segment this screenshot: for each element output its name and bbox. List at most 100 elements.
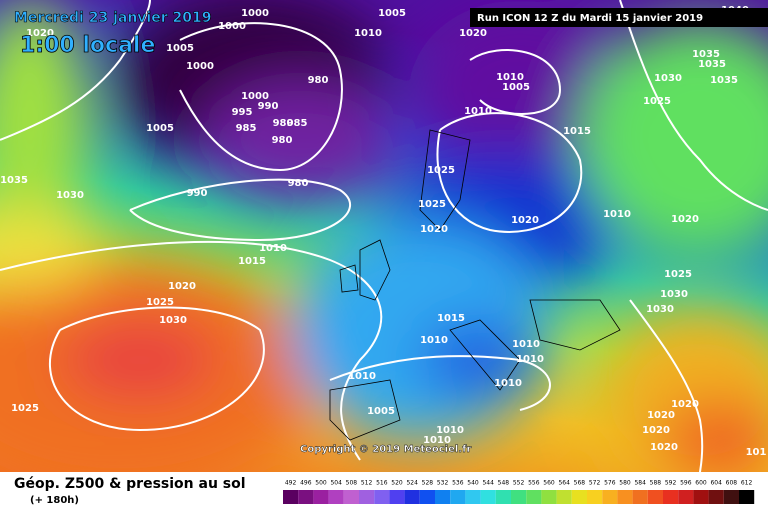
isobar-label: 1010 <box>464 106 492 117</box>
isobar-label: 1035 <box>710 75 738 86</box>
colorbar-swatch <box>404 490 420 504</box>
colorbar-label: 536 <box>452 480 464 487</box>
coastlines <box>329 129 621 441</box>
isobar-label: 1030 <box>56 190 84 201</box>
isobar-label: 1030 <box>159 315 187 326</box>
isobar-label: 1030 <box>660 289 688 300</box>
colorbar-swatch <box>739 490 755 504</box>
colorbar-label: 608 <box>726 480 738 487</box>
colorbar-label: 572 <box>589 480 601 487</box>
colorbar-label: 612 <box>741 480 753 487</box>
colorbar-label: 588 <box>650 480 662 487</box>
isobar-label: 1015 <box>437 313 465 324</box>
colorbar-label: 556 <box>528 480 540 487</box>
colorbar-label: 508 <box>346 480 358 487</box>
isobar-label: 1020 <box>642 425 670 436</box>
colorbar-label: 604 <box>710 480 722 487</box>
colorbar-swatch <box>480 490 496 504</box>
colorbar-label: 520 <box>391 480 403 487</box>
isobars <box>0 0 768 472</box>
colorbar-label: 492 <box>285 480 297 487</box>
colorbar-swatch <box>283 490 299 504</box>
isobar-label: 1005 <box>378 8 406 19</box>
colorbar-swatch <box>328 490 344 504</box>
isobar-label: 1035 <box>698 59 726 70</box>
isobar-label: 1035 <box>692 49 720 60</box>
colorbar-swatch <box>708 490 724 504</box>
isobar-label: 1005 <box>146 123 174 134</box>
isobar-label: 1000 <box>218 21 246 32</box>
colorbar-swatch <box>389 490 405 504</box>
colorbar-label: 544 <box>482 480 494 487</box>
colorbar-label: 552 <box>513 480 525 487</box>
isobar-label: 1000 <box>241 91 269 102</box>
colorbar-swatch <box>617 490 633 504</box>
colorbar-label: 532 <box>437 480 449 487</box>
colorbar-label: 540 <box>467 480 479 487</box>
isobar-label: 980 <box>288 178 309 189</box>
colorbar: 492 496 500 504 508 512 516 520 524 528 532 536 540 5… <box>283 480 755 504</box>
colorbar-swatch <box>571 490 587 504</box>
isobar-label: 1025 <box>418 199 446 210</box>
isobar-label: 1025 <box>427 165 455 176</box>
isobar-label: 1020 <box>671 214 699 225</box>
isobar-label: 1010 <box>496 72 524 83</box>
isobar-label: 980 <box>272 135 293 146</box>
isobar-label: 1020 <box>168 281 196 292</box>
isobar-label: 1025 <box>643 96 671 107</box>
valid-time: 1:00 locale <box>20 33 155 58</box>
isobar-label: 980 <box>308 75 329 86</box>
isobar-label: 1000 <box>241 8 269 19</box>
isobar-label: 990 <box>258 101 279 112</box>
colorbar-label: 512 <box>361 480 373 487</box>
footer-title: Géop. Z500 & pression au sol <box>14 476 246 492</box>
colorbar-swatch <box>419 490 435 504</box>
colorbar-swatch <box>632 490 648 504</box>
colorbar-label: 592 <box>665 480 677 487</box>
lead-time: (+ 180h) <box>30 495 79 506</box>
colorbar-swatch <box>359 490 375 504</box>
colorbar-swatch <box>723 490 739 504</box>
colorbar-label: 548 <box>498 480 510 487</box>
colorbar-label: 528 <box>422 480 434 487</box>
isobar-label: 101 <box>746 447 767 458</box>
isobar-label: 995 <box>232 107 253 118</box>
isobar-label: 1020 <box>511 215 539 226</box>
colorbar-swatch <box>602 490 618 504</box>
colorbar-swatch <box>511 490 527 504</box>
isobar-label: 985 <box>236 123 257 134</box>
run-box <box>470 8 768 27</box>
colorbar-swatch <box>313 490 329 504</box>
colorbar-label: 564 <box>558 480 570 487</box>
colorbar-label: 584 <box>634 480 646 487</box>
isobar-label: 1005 <box>166 43 194 54</box>
isobar-label: 1015 <box>563 126 591 137</box>
colorbar-swatch <box>693 490 709 504</box>
colorbar-label: 504 <box>330 480 342 487</box>
isobar-label: 980 <box>273 118 294 129</box>
isobar-label: 1020 <box>650 442 678 453</box>
colorbar-swatch <box>465 490 481 504</box>
colorbar-swatch <box>678 490 694 504</box>
colorbar-swatch <box>541 490 557 504</box>
isobar-label: 1025 <box>664 269 692 280</box>
isobar-label: 1000 <box>186 61 214 72</box>
isobar-label: 1035 <box>0 175 28 186</box>
isobar-label: 1030 <box>646 304 674 315</box>
isobar-label: 1010 <box>494 378 522 389</box>
isobar-label: 1005 <box>502 82 530 93</box>
colorbar-swatch <box>343 490 359 504</box>
colorbar-swatch <box>374 490 390 504</box>
isobar-label: 1010 <box>423 435 451 446</box>
isobar-label: 1015 <box>238 256 266 267</box>
colorbar-label: 524 <box>406 480 418 487</box>
colorbar-swatch <box>495 490 511 504</box>
colorbar-label: 496 <box>300 480 312 487</box>
isobar-label: 1010 <box>348 371 376 382</box>
isobar-label: 1010 <box>603 209 631 220</box>
isobar-label: 1020 <box>671 399 699 410</box>
colorbar-swatch <box>556 490 572 504</box>
